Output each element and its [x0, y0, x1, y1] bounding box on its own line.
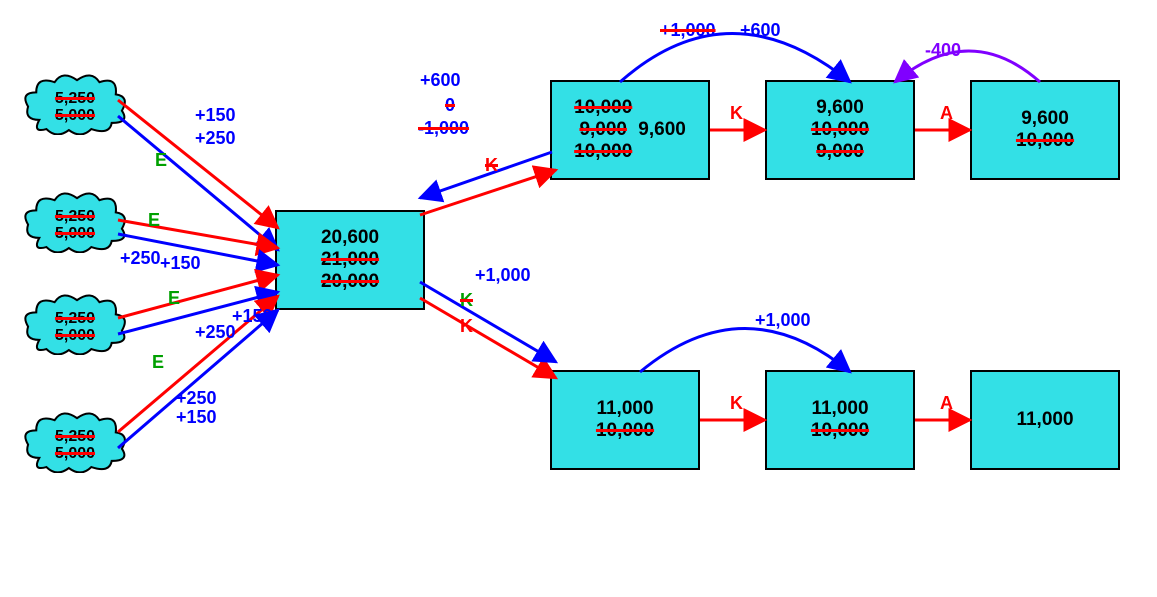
box-node-bot3: 11,000: [970, 370, 1120, 470]
edge-label: E: [148, 210, 160, 231]
box-value: 9,000: [816, 141, 864, 163]
edge-label: K: [460, 290, 473, 311]
edge-label: +1,000: [475, 265, 531, 286]
box-node-hub: 20,60021,00020,000: [275, 210, 425, 310]
cloud-value: 5,250: [55, 311, 95, 328]
edge-label: +150: [232, 306, 273, 327]
box-value: 11,000: [596, 398, 653, 420]
edge-label: +1,000: [755, 310, 811, 331]
arrow: [420, 282, 556, 362]
box-node-top2: 9,60010,0009,000: [765, 80, 915, 180]
edge-label: +150: [176, 407, 217, 428]
cloud-value: 5,000: [55, 226, 95, 243]
cloud-value: 5,000: [55, 446, 95, 463]
curved-arrow: [620, 34, 850, 83]
edge-label: E: [155, 150, 167, 171]
box-value: 9,600: [1021, 108, 1069, 130]
box-value: 21,000: [321, 249, 379, 271]
edge-label: +250: [195, 128, 236, 149]
box-value: 9,600: [638, 119, 686, 141]
edge-label: 0: [445, 95, 455, 116]
box-value: 20,000: [321, 271, 379, 293]
edge-label: +150: [160, 253, 201, 274]
edge-label: +150: [195, 105, 236, 126]
box-node-top1: 10,0009,00010,000 9,600: [550, 80, 710, 180]
curved-arrow: [895, 51, 1040, 82]
box-value: 10,000: [574, 97, 632, 119]
cloud-node: 5,2505,000: [30, 300, 120, 356]
box-node-bot2: 11,00010,000: [765, 370, 915, 470]
box-value: 11,000: [1016, 409, 1073, 431]
arrow: [420, 298, 556, 378]
box-value: 10,000: [811, 420, 869, 442]
edge-label: A: [940, 393, 953, 414]
edge-label: +250: [195, 322, 236, 343]
box-value: 9,600: [816, 97, 864, 119]
edge-label: E: [152, 352, 164, 373]
box-value: 20,600: [321, 227, 379, 249]
cloud-node: 5,2505,000: [30, 80, 120, 136]
edge-label: +1,000: [660, 20, 716, 41]
arrow: [118, 220, 278, 248]
cloud-node: 5,2505,000: [30, 418, 120, 474]
edge-label: K: [730, 393, 743, 414]
edge-label: -400: [925, 40, 961, 61]
edge-label: +600: [420, 70, 461, 91]
cloud-node: 5,2505,000: [30, 198, 120, 254]
box-value: 10,000: [574, 141, 632, 163]
box-value: 10,000: [811, 119, 869, 141]
box-node-bot1: 11,00010,000: [550, 370, 700, 470]
edge-label: K: [730, 103, 743, 124]
cloud-value: 5,250: [55, 209, 95, 226]
edge-label: +600: [740, 20, 781, 41]
cloud-value: 5,000: [55, 328, 95, 345]
curved-arrow: [640, 329, 850, 373]
box-value: 10,000: [1016, 130, 1074, 152]
edge-label: +250: [120, 248, 161, 269]
cloud-value: 5,000: [55, 108, 95, 125]
arrow: [420, 170, 556, 215]
edge-label: K: [485, 155, 498, 176]
box-value: 9,000: [579, 119, 627, 141]
edge-label: -1,000: [418, 118, 469, 139]
box-node-top3: 9,60010,000: [970, 80, 1120, 180]
cloud-value: 5,250: [55, 429, 95, 446]
edge-label: +250: [176, 388, 217, 409]
box-value: 11,000: [811, 398, 868, 420]
box-value: 10,000: [596, 420, 654, 442]
cloud-value: 5,250: [55, 91, 95, 108]
diagram-stage: 5,2505,000 5,2505,000 5,2505,000 5,2505,…: [0, 0, 1157, 597]
edge-label: K: [460, 316, 473, 337]
edge-label: A: [940, 103, 953, 124]
edge-label: E: [168, 288, 180, 309]
